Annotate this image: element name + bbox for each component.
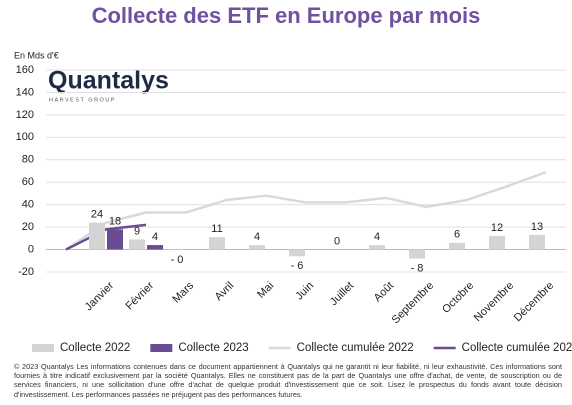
legend-label: Collecte 2022 — [60, 342, 130, 354]
bar — [369, 245, 385, 250]
data-label: 0 — [334, 235, 340, 247]
data-label: 9 — [134, 225, 140, 237]
x-tick-label: Juillet — [328, 280, 356, 308]
legend-swatch — [32, 344, 54, 352]
data-label: 11 — [211, 223, 222, 235]
x-tick-label: Avril — [213, 280, 236, 303]
disclaimer: © 2023 Quantalys Les informations conten… — [14, 362, 562, 399]
bar — [129, 239, 145, 250]
x-tick-label: Août — [372, 280, 396, 304]
chart-title: Collecte des ETF en Europe par mois — [92, 3, 481, 28]
y-tick-label: 120 — [16, 109, 34, 121]
bar — [89, 222, 105, 250]
bar — [147, 245, 163, 250]
y-tick-label: 0 — [28, 243, 34, 255]
chart: Collecte des ETF en Europe par mois En M… — [14, 3, 572, 354]
x-tick-label: Novembre — [472, 280, 516, 324]
x-tick-label: Septembre — [390, 280, 437, 327]
data-label: - 6 — [291, 260, 304, 272]
legend-label: Collecte cumulée 2023 — [462, 342, 572, 354]
x-tick-label: Mars — [170, 279, 196, 305]
logo-tagline: HARVEST GROUP — [49, 97, 116, 103]
x-tick-label: Mai — [255, 280, 276, 301]
y-axis-label: En Mds d'€ — [14, 50, 59, 60]
bar — [209, 237, 225, 250]
data-label: 18 — [109, 215, 121, 227]
data-label: 4 — [254, 231, 260, 243]
x-tick-label: Janvier — [83, 279, 117, 313]
x-tick-label: Décembre — [512, 280, 556, 324]
legend-label: Collecte cumulée 2022 — [297, 342, 414, 354]
x-tick-label: Octobre — [440, 280, 476, 316]
data-label: 12 — [491, 222, 503, 234]
line — [65, 223, 147, 251]
x-tick-label: Février — [123, 279, 156, 312]
legend-label: Collecte 2023 — [178, 342, 248, 354]
bar — [489, 236, 505, 250]
data-label: - 8 — [411, 262, 424, 274]
data-label: 6 — [454, 229, 460, 241]
bar — [249, 245, 265, 250]
y-tick-label: 60 — [22, 176, 34, 188]
y-tick-label: 140 — [16, 86, 34, 98]
legend-swatch — [150, 344, 173, 352]
data-label: - 0 — [171, 254, 184, 266]
y-tick-label: 40 — [22, 199, 34, 211]
line — [65, 170, 547, 251]
y-tick-label: 160 — [16, 64, 34, 76]
data-label: 13 — [531, 221, 543, 233]
data-label: 4 — [374, 231, 380, 243]
y-tick-label: 80 — [22, 154, 34, 166]
bar — [529, 234, 545, 250]
bar — [289, 249, 305, 257]
bar — [449, 242, 465, 250]
bar — [409, 249, 425, 259]
data-label: 4 — [152, 231, 158, 243]
logo: Quantalys — [48, 67, 169, 95]
bar — [107, 229, 123, 250]
x-tick-label: Juin — [293, 280, 316, 303]
y-tick-label: 20 — [22, 221, 34, 233]
data-label: 24 — [91, 209, 103, 221]
y-tick-label: -20 — [18, 266, 34, 278]
y-tick-label: 100 — [16, 131, 34, 143]
